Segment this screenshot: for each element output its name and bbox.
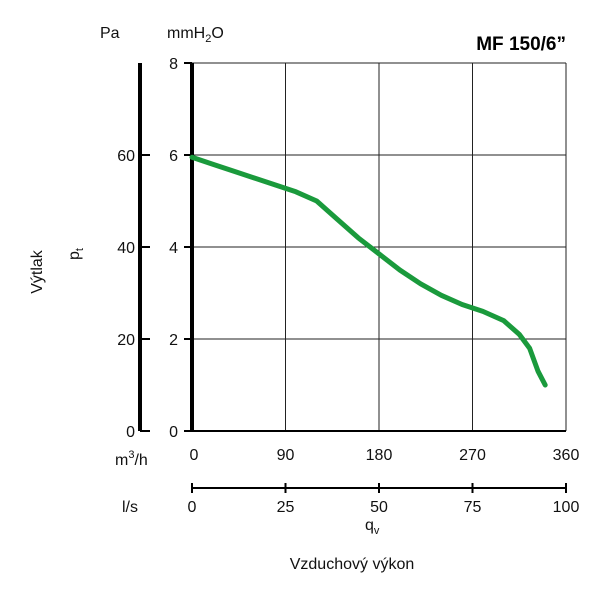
y-symbol: pt: [66, 248, 86, 260]
y-unit-pa: Pa: [100, 25, 120, 42]
pressure-curve: [189, 154, 548, 388]
x-ticks-m3h: 0 90 180 270 360: [190, 447, 580, 464]
y-unit-mmh2o: mmH2O: [167, 25, 224, 45]
x-tick-label-ls: 50: [370, 499, 388, 516]
x-ticks-ls: 0 25 50 75 100: [188, 483, 580, 516]
pa-tick-label: 20: [117, 332, 135, 349]
x-tick-label-m3h: 90: [277, 447, 295, 464]
chart-title: MF 150/6”: [476, 34, 566, 55]
grid: [192, 62, 567, 431]
x-tick-label-m3h: 270: [459, 447, 486, 464]
x-tick-label-ls: 0: [188, 499, 197, 516]
pa-tick-label: 60: [117, 148, 135, 165]
x-tick-label-m3h: 360: [553, 447, 580, 464]
x-tick-label-m3h: 0: [190, 447, 199, 464]
x-tick-label-ls: 100: [553, 499, 580, 516]
pa-tick-label: 40: [117, 240, 135, 257]
pa-tick-label: 0: [126, 424, 135, 441]
x-unit-ls: l/s: [122, 499, 138, 516]
mmh2o-tick-label: 4: [169, 240, 178, 257]
mmh2o-ticks: 0 2 4 6 8: [169, 56, 192, 441]
x-tick-label-ls: 25: [277, 499, 295, 516]
x-tick-label-ls: 75: [464, 499, 482, 516]
x-tick-label-m3h: 180: [366, 447, 393, 464]
x-unit-m3h: m3/h: [115, 449, 148, 469]
mmh2o-tick-label: 0: [169, 424, 178, 441]
mmh2o-tick-label: 6: [169, 148, 178, 165]
y-axis-title: Výtlak: [29, 249, 46, 294]
mmh2o-tick-label: 8: [169, 56, 178, 73]
pa-ticks: 0 20 40 60: [117, 148, 150, 441]
x-symbol: qv: [365, 517, 380, 537]
mmh2o-tick-label: 2: [169, 332, 178, 349]
x-axis-title: Vzduchový výkon: [290, 556, 415, 573]
